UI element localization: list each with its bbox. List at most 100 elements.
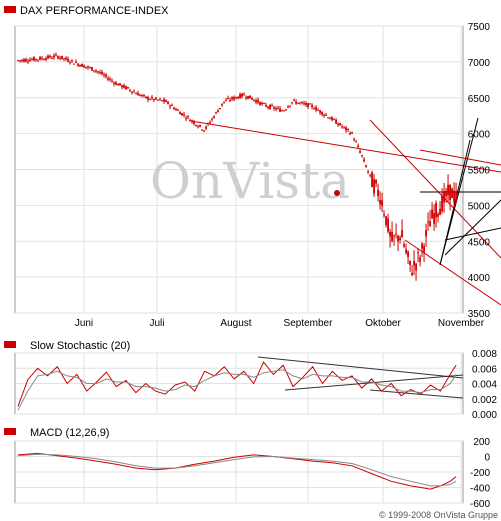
price-candle-body [149,99,151,101]
price-candle-body [75,61,77,63]
price-candle-body [311,104,313,108]
price-candle-body [449,184,451,200]
price-candle-body [283,110,285,112]
price-candle-body [337,123,339,126]
price-candle-body [231,97,233,100]
price-candle-body [201,129,203,131]
price-candle-body [313,108,315,110]
price-ytick-label: 5000 [468,201,491,212]
price-candle-body [73,63,75,65]
price-candle-body [255,100,257,103]
price-month-label: Juli [149,318,164,329]
macd-series-line-signal [17,453,457,487]
price-candle-body [119,83,121,86]
price-candle-body [227,98,229,100]
price-candle-body [413,260,415,266]
price-candle-body [185,117,187,119]
price-candle-body [169,105,171,107]
price-candle-body [239,94,241,99]
price-trendline [444,199,501,256]
stochastic-ytick-label: 0.002 [472,395,497,406]
price-candle-body [95,70,97,72]
stochastic-ytick-label: 0.000 [472,410,497,421]
macd-series [17,452,457,490]
price-candle-body [271,105,273,107]
price-candle-body [241,93,243,97]
price-candle-body [301,102,303,104]
price-candle-body [137,92,139,96]
price-candle-body [183,114,185,116]
price-candle-body [77,63,79,66]
price-ytick-label: 6500 [468,94,491,105]
price-candle-body [87,66,89,68]
price-candle-body [211,118,213,120]
price-month-label: September [284,318,334,329]
price-candle-body [117,84,119,86]
price-candle-body [383,214,385,216]
price-candle-body [103,74,105,76]
price-candle-body [357,145,359,147]
stochastic-ytick-label: 0.004 [472,380,497,391]
price-candle-body [147,97,149,100]
price-candle-body [455,191,457,201]
price-candle-body [101,72,103,75]
price-candle-body [339,123,341,126]
price-candle-body [361,154,363,156]
price-candle-body [277,107,279,109]
price-candle-body [189,120,191,122]
price-panel: DAX PERFORMANCE-INDEX OnVista 7500 7000 65… [4,5,501,329]
price-candle-body [197,126,199,128]
price-candle-body [29,59,31,62]
price-candle-body [257,99,259,103]
price-candle-body [245,97,247,99]
price-candle-body [221,103,223,106]
price-candle-body [219,107,221,109]
price-trendline [439,139,471,266]
price-candles [17,52,457,281]
price-candle-body [297,102,299,104]
price-candle-body [305,103,307,106]
price-candle-body [309,103,311,105]
price-candle-body [215,112,217,114]
price-candle-body [173,107,175,110]
price-candle-body [141,94,143,96]
price-candle-body [355,141,357,143]
price-candle-body [61,55,63,59]
price-candle-body [143,94,145,96]
price-candle-body [19,60,21,62]
price-candle-body [379,199,381,205]
price-candle-body [139,94,141,96]
macd-ytick-label: 200 [473,437,490,448]
macd-ytick-label: -600 [470,499,490,510]
price-candle-body [411,272,413,275]
price-trendlines [190,117,501,306]
price-candle-body [387,218,389,232]
price-candle-body [423,246,425,253]
price-candle-body [109,78,111,80]
price-candle-body [359,151,361,153]
price-candle-body [175,109,177,111]
price-candle-body [233,96,235,100]
price-candle-body [349,132,351,135]
price-candle-body [89,67,91,69]
price-candle-body [363,159,365,162]
price-candle-body [429,221,431,227]
price-candle-body [299,102,301,104]
price-candle-body [331,117,333,121]
macd-panel: MACD (12,26,9) 200 0 -200 -400 -600 [4,427,490,510]
price-candle-body [431,209,433,219]
price-candle-body [133,91,135,93]
price-candle-body [243,94,245,96]
price-candle-body [365,165,367,168]
price-candle-body [395,233,397,235]
watermark-dot [334,190,340,196]
price-candle-body [269,104,271,109]
price-candle-body [375,180,377,184]
price-candle-body [213,116,215,118]
price-candle-body [113,82,115,84]
price-candle-body [397,235,399,242]
price-candle-body [261,102,263,105]
price-candle-body [385,216,387,226]
price-ytick-label: 6000 [468,130,491,141]
